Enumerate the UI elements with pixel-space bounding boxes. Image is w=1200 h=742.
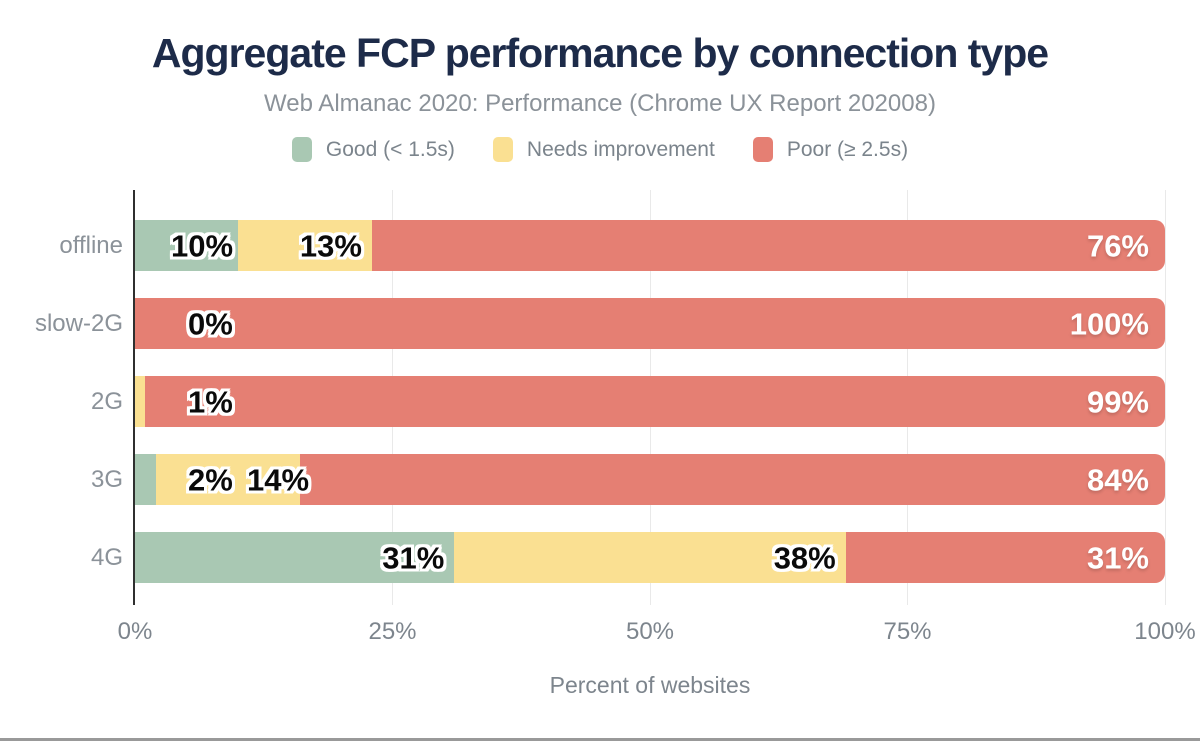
- row-label-4G: 4G: [90, 543, 123, 571]
- data-label-poor-2G: 99%: [1086, 384, 1149, 419]
- segment-poor-3G: [299, 454, 1165, 505]
- segment-ni-3G: [155, 454, 300, 505]
- legend-swatch-poor: [752, 137, 773, 162]
- data-label-poor-3G: 84%: [1086, 462, 1149, 497]
- legend: Good (< 1.5s) Needs improvement Poor (≥ 2.…: [0, 137, 1200, 162]
- y-axis-line: [133, 190, 135, 605]
- gridline-100: [1164, 190, 1166, 605]
- legend-label-ni: Needs improvement: [526, 137, 715, 161]
- data-label-poor-4G: 31%: [1086, 540, 1149, 575]
- bar-3G: [135, 454, 1165, 505]
- data-label-ni-3G: 14%: [247, 462, 310, 497]
- segment-poor-2G: [145, 376, 1165, 427]
- data-label-ni-4G: 38%: [773, 540, 836, 575]
- row-label-2G: 2G: [90, 387, 123, 415]
- x-tick-label-75: 75%: [883, 618, 932, 645]
- legend-item-good: Good (< 1.5s): [291, 137, 455, 162]
- bar-offline: [135, 220, 1165, 271]
- legend-item-ni: Needs improvement: [492, 137, 715, 162]
- segment-ni-offline: [238, 220, 372, 271]
- bar-slow-2G: [135, 298, 1165, 349]
- legend-swatch-ni: [492, 137, 513, 162]
- segment-good-offline: [135, 220, 238, 271]
- chart-subtitle: Web Almanac 2020: Performance (Chrome UX…: [264, 90, 936, 117]
- legend-label-poor: Poor (≥ 2.5s): [786, 137, 909, 161]
- row-label-3G: 3G: [90, 465, 123, 493]
- bottom-border-bar: [0, 738, 1200, 741]
- bar-4G: [135, 532, 1165, 583]
- row-label-offline: offline: [59, 231, 123, 259]
- legend-swatch-good: [291, 137, 312, 162]
- segment-poor-offline: [371, 220, 1165, 271]
- x-tick-label-100: 100%: [1134, 618, 1196, 645]
- segment-ni-2G: [135, 376, 146, 427]
- data-label-ni-2G: 1%: [188, 384, 233, 419]
- data-label-poor-slow-2G: 100%: [1069, 306, 1149, 341]
- legend-item-poor: Poor (≥ 2.5s): [752, 137, 909, 162]
- plot-area: 0% 25% 50% 75% 100% offline 10% 13% 76% slow-2G 0%…: [35, 190, 1196, 645]
- segment-poor-slow-2G: [135, 298, 1165, 349]
- bar-2G: [135, 376, 1165, 427]
- segment-poor-4G: [845, 532, 1165, 583]
- chart-title: Aggregate FCP performance by connection …: [151, 30, 1049, 76]
- data-label-good-offline: 10%: [171, 228, 234, 263]
- legend-label-good: Good (< 1.5s): [325, 137, 455, 161]
- x-tick-label-25: 25%: [368, 618, 417, 645]
- data-label-ni-offline: 13%: [299, 228, 362, 263]
- segment-good-4G: [135, 532, 455, 583]
- segment-good-3G: [135, 454, 156, 505]
- data-label-good-3G: 2%: [188, 462, 233, 497]
- x-tick-label-50: 50%: [625, 618, 675, 645]
- row-label-slow-2G: slow-2G: [34, 309, 123, 337]
- data-label-poor-offline: 76%: [1086, 228, 1149, 263]
- segment-ni-4G: [454, 532, 846, 583]
- x-axis-title: Percent of websites: [549, 672, 751, 698]
- data-label-ni-slow-2G: 0%: [188, 306, 233, 341]
- data-label-good-4G: 31%: [382, 540, 445, 575]
- x-tick-label-0: 0%: [117, 618, 153, 645]
